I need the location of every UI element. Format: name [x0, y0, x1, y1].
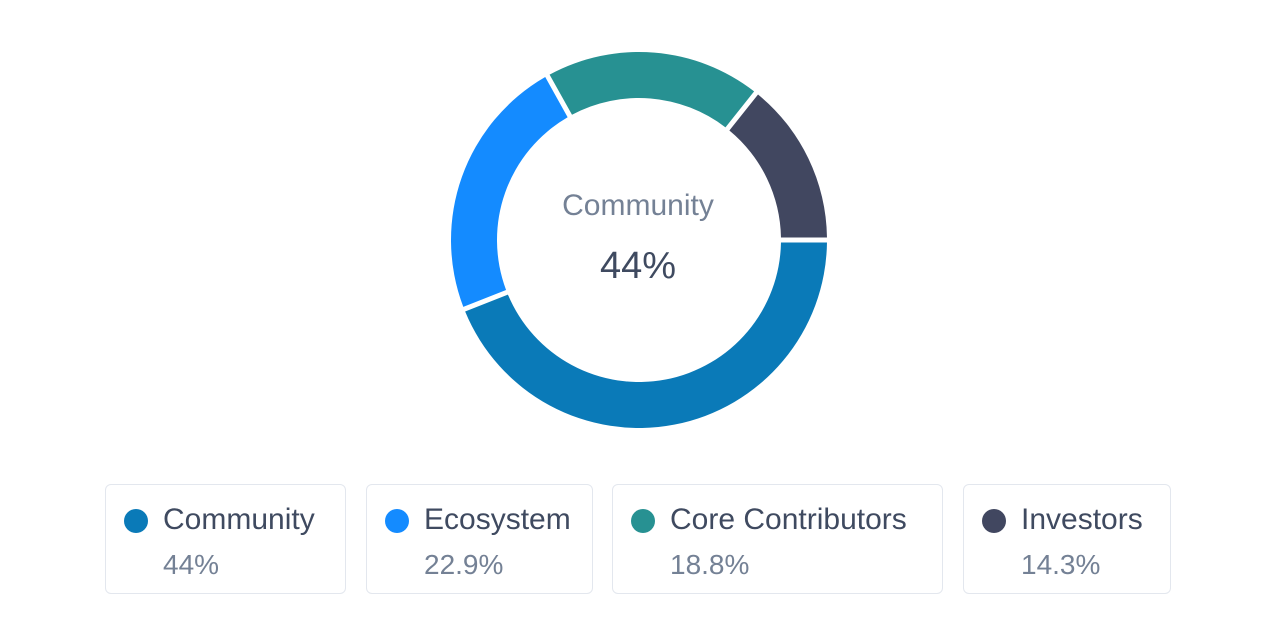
legend: Community 44% Ecosystem 22.9% Core Contr… [0, 484, 1280, 596]
legend-dot-ecosystem [385, 509, 409, 533]
legend-value: 44% [163, 549, 220, 580]
center-label: Community [562, 189, 714, 222]
legend-item-community[interactable]: Community 44% [105, 484, 346, 594]
legend-dot-community [124, 509, 148, 533]
legend-dot-investors [982, 509, 1006, 533]
donut-slice-investors[interactable] [729, 94, 827, 238]
legend-name: Investors [1021, 503, 1143, 536]
legend-value: 14.3% [1021, 549, 1101, 580]
donut-chart [451, 51, 827, 428]
legend-dot-core-contributors [631, 509, 655, 533]
legend-item-ecosystem[interactable]: Ecosystem 22.9% [366, 484, 593, 594]
legend-name: Community [163, 503, 315, 536]
donut-slice-community[interactable] [465, 242, 827, 428]
legend-value: 22.9% [424, 549, 504, 580]
donut-slice-core-contributors[interactable] [549, 51, 755, 128]
legend-name: Core Contributors [670, 503, 907, 536]
legend-item-investors[interactable]: Investors 14.3% [963, 484, 1171, 594]
legend-item-core-contributors[interactable]: Core Contributors 18.8% [612, 484, 943, 594]
center-value: 44% [599, 245, 677, 287]
legend-value: 18.8% [670, 549, 750, 580]
legend-name: Ecosystem [424, 503, 571, 536]
donut-slice-ecosystem[interactable] [451, 77, 568, 307]
